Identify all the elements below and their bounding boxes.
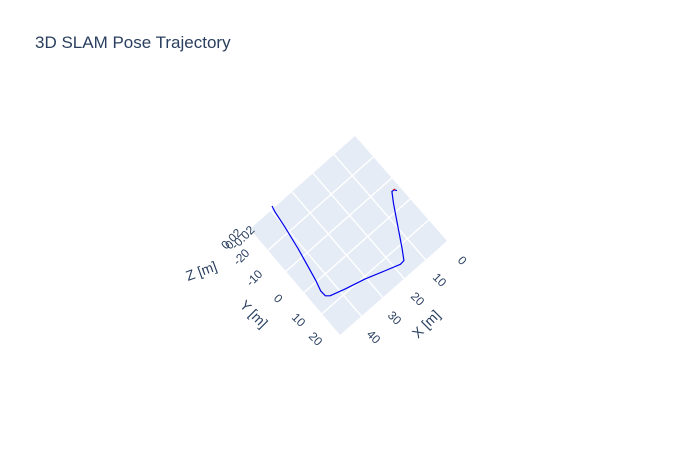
- x-tick: 0: [455, 253, 470, 268]
- y-tick: 10: [289, 310, 309, 330]
- y-tick: 20: [306, 329, 326, 349]
- z-axis: 0.02 0 -0.02 -10 -20 Z [m]: [184, 223, 266, 289]
- z-axis-title: Z [m]: [184, 258, 219, 284]
- x-tick: 10: [430, 270, 450, 290]
- y-axis-title: Y [m]: [237, 297, 271, 331]
- trajectory-series: [393, 189, 395, 190]
- x-tick: 30: [385, 308, 405, 328]
- x-axis-title: X [m]: [409, 307, 443, 341]
- x-tick: 20: [408, 289, 428, 309]
- x-tick: 40: [364, 327, 384, 347]
- z-tick: -10: [243, 267, 265, 289]
- y-tick: 0: [271, 291, 286, 306]
